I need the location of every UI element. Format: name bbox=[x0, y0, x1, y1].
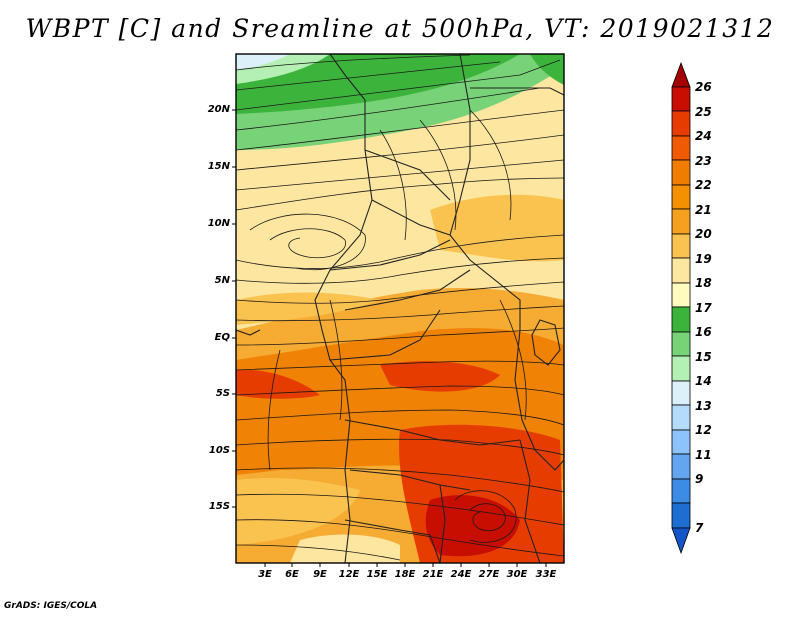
colorbar-label-7: 7 bbox=[695, 521, 704, 535]
lat-label-15s: 15S bbox=[208, 501, 230, 512]
lon-label-27e: 27E bbox=[478, 569, 500, 580]
colorbar-label-17: 17 bbox=[695, 301, 712, 315]
lon-ticks bbox=[264, 563, 547, 567]
lat-ticks bbox=[232, 109, 236, 508]
footer-credit: GrADS: IGES/COLA bbox=[4, 601, 98, 611]
lon-label-15e: 15E bbox=[366, 569, 388, 580]
colorbar-label-25: 25 bbox=[695, 105, 712, 119]
lon-label-21e: 21E bbox=[422, 569, 444, 580]
lat-label-5n: 5N bbox=[214, 275, 230, 286]
lon-label-12e: 12E bbox=[338, 569, 360, 580]
lon-label-33e: 33E bbox=[535, 569, 557, 580]
colorbar-label-23: 23 bbox=[695, 154, 712, 168]
colorbar-label-24: 24 bbox=[695, 129, 712, 143]
lat-label-20n: 20N bbox=[207, 104, 230, 115]
colorbar-label-9: 9 bbox=[695, 472, 704, 486]
colorbar-label-21: 21 bbox=[695, 203, 712, 217]
colorbar-label-11: 11 bbox=[695, 448, 712, 462]
wbpt-field bbox=[236, 54, 564, 563]
colorbar-label-12: 12 bbox=[695, 423, 712, 437]
colorbar bbox=[671, 61, 691, 555]
colorbar-bottom-arrow bbox=[671, 527, 691, 555]
colorbar-label-26: 26 bbox=[695, 80, 712, 94]
lat-label-5s: 5S bbox=[215, 388, 230, 399]
lon-label-30e: 30E bbox=[506, 569, 528, 580]
colorbar-label-13: 13 bbox=[695, 399, 712, 413]
map-frame bbox=[235, 53, 565, 564]
lat-label-10s: 10S bbox=[208, 445, 230, 456]
lat-label-15n: 15N bbox=[207, 161, 230, 172]
colorbar-label-22: 22 bbox=[695, 178, 712, 192]
colorbar-label-19: 19 bbox=[695, 252, 712, 266]
colorbar-label-20: 20 bbox=[695, 227, 712, 241]
lon-label-9e: 9E bbox=[313, 569, 327, 580]
lon-label-24e: 24E bbox=[450, 569, 472, 580]
lat-label-10n: 10N bbox=[207, 218, 230, 229]
lat-label-eq: EQ bbox=[214, 332, 230, 343]
plot-title: WBPT [C] and Sreamline at 500hPa, VT: 20… bbox=[25, 14, 775, 43]
colorbar-label-14: 14 bbox=[695, 374, 712, 388]
colorbar-top-arrow bbox=[671, 61, 691, 88]
lon-label-18e: 18E bbox=[394, 569, 416, 580]
colorbar-label-18: 18 bbox=[695, 276, 712, 290]
colorbar-label-16: 16 bbox=[695, 325, 712, 339]
colorbar-label-15: 15 bbox=[695, 350, 712, 364]
lon-label-6e: 6E bbox=[285, 569, 299, 580]
lon-label-3e: 3E bbox=[258, 569, 272, 580]
country-borders bbox=[236, 54, 564, 563]
